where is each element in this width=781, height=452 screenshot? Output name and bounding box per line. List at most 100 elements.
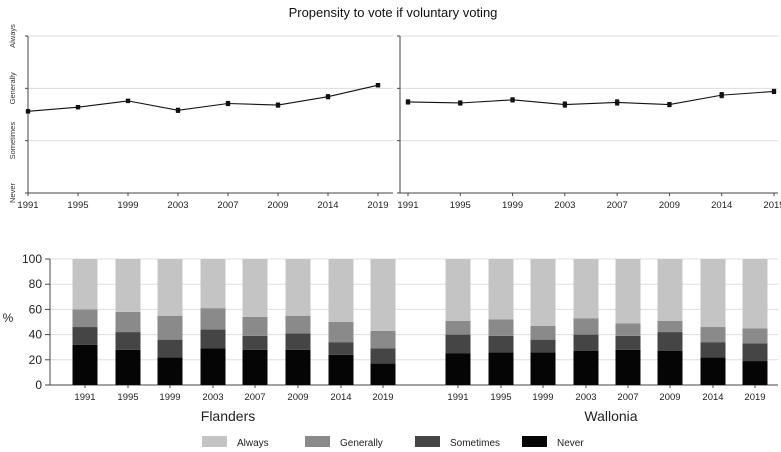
x-tick-label-wallonia: 2014 xyxy=(702,392,723,403)
bar-segment-never-wallonia xyxy=(445,353,471,385)
legend: Always Generally Sometimes Never xyxy=(202,436,584,449)
y-tick-label-bar: 60 xyxy=(29,302,43,316)
data-point-flanders xyxy=(325,94,331,99)
panel-label-flanders: Flanders xyxy=(201,408,255,424)
bar-segment-sometimes-flanders xyxy=(200,329,226,349)
data-point-wallonia xyxy=(562,102,568,107)
bar-segment-never-flanders xyxy=(242,349,268,385)
bar-segment-generally-wallonia xyxy=(742,328,768,344)
bar-segment-sometimes-flanders xyxy=(157,339,183,358)
bar-segment-always-flanders xyxy=(157,259,183,316)
x-tick-label-wallonia: 2007 xyxy=(617,392,638,403)
bar-segment-always-flanders xyxy=(200,259,226,309)
bar-segment-sometimes-flanders xyxy=(242,335,268,350)
y-category-label: Never xyxy=(8,182,17,203)
x-tick-label-flanders: 2007 xyxy=(244,392,265,403)
y-category-label: Always xyxy=(8,24,17,48)
x-tick-label-wallonia: 2007 xyxy=(607,200,628,211)
bar-segment-generally-wallonia xyxy=(700,327,726,343)
bar-segment-always-flanders xyxy=(72,259,98,310)
bar-segment-generally-flanders xyxy=(115,311,141,333)
legend-swatch-never xyxy=(522,436,547,447)
bar-segment-sometimes-wallonia xyxy=(700,342,726,358)
bar-segment-generally-flanders xyxy=(285,315,311,334)
bar-segment-always-flanders xyxy=(115,259,141,312)
bar-segment-sometimes-wallonia xyxy=(742,343,768,362)
bar-segment-sometimes-wallonia xyxy=(615,335,641,350)
bar-segment-sometimes-wallonia xyxy=(530,339,556,353)
chart-title: Propensity to vote if voluntary voting xyxy=(289,5,498,20)
data-point-wallonia xyxy=(667,102,672,107)
bar-segment-sometimes-wallonia xyxy=(445,334,471,354)
bar-segment-generally-flanders xyxy=(157,315,183,340)
bar-segment-always-wallonia xyxy=(445,259,471,321)
x-tick-label-flanders: 1991 xyxy=(17,200,38,211)
bar-segment-generally-wallonia xyxy=(615,323,641,336)
y-tick-label-bar: 40 xyxy=(29,328,43,342)
bar-segment-sometimes-wallonia xyxy=(657,332,683,351)
bar-segment-never-wallonia xyxy=(488,352,514,385)
data-point-wallonia xyxy=(458,100,463,106)
legend-swatch-sometimes xyxy=(415,436,440,447)
bar-segment-always-flanders xyxy=(285,259,311,316)
y-tick-label-bar: 0 xyxy=(35,378,42,392)
x-tick-label-flanders: 2009 xyxy=(267,200,288,211)
bar-segment-never-wallonia xyxy=(657,350,683,385)
bar-segment-sometimes-flanders xyxy=(328,342,354,355)
x-tick-label-flanders: 1999 xyxy=(117,200,138,211)
bar-segment-always-wallonia xyxy=(657,259,683,321)
bar-segment-never-wallonia xyxy=(573,350,599,385)
x-tick-label-wallonia: 2014 xyxy=(711,200,732,211)
data-point-flanders xyxy=(25,109,31,114)
bar-segment-generally-wallonia xyxy=(530,325,556,340)
x-tick-label-flanders: 1995 xyxy=(117,392,138,403)
bar-segment-generally-wallonia xyxy=(657,320,683,333)
bar-segment-sometimes-wallonia xyxy=(488,335,514,353)
bar-segment-sometimes-flanders xyxy=(72,327,98,345)
x-tick-label-flanders: 2014 xyxy=(317,200,338,211)
x-tick-label-wallonia: 2009 xyxy=(659,200,680,211)
x-tick-label-flanders: 2003 xyxy=(167,200,188,211)
data-point-wallonia xyxy=(405,99,411,105)
bar-segment-always-wallonia xyxy=(530,259,556,326)
data-point-wallonia xyxy=(771,89,777,94)
x-tick-label-wallonia: 2019 xyxy=(744,392,765,403)
y-tick-label-bar: 20 xyxy=(29,353,43,367)
y-category-label: Sometimes xyxy=(8,122,17,160)
y-tick-label-bar: 80 xyxy=(29,277,43,291)
data-point-flanders xyxy=(175,108,181,113)
bar-segment-generally-wallonia xyxy=(488,319,514,336)
legend-swatch-always xyxy=(202,436,227,447)
x-tick-label-wallonia: 1991 xyxy=(447,392,468,403)
bar-segment-never-wallonia xyxy=(530,352,556,385)
legend-label-always: Always xyxy=(237,438,269,449)
bar-segment-sometimes-flanders xyxy=(285,333,311,350)
bar-segment-always-wallonia xyxy=(573,259,599,319)
data-point-flanders xyxy=(75,104,81,110)
bar-segment-generally-flanders xyxy=(72,309,98,328)
bar-segment-never-flanders xyxy=(157,357,183,385)
x-tick-label-flanders: 2003 xyxy=(202,392,223,403)
legend-label-sometimes: Sometimes xyxy=(450,438,500,449)
y-tick-label-bar: 100 xyxy=(22,252,42,266)
x-tick-label-flanders: 2019 xyxy=(372,392,393,403)
bar-segment-never-flanders xyxy=(72,344,98,385)
x-tick-label-wallonia: 1995 xyxy=(450,200,471,211)
bar-segment-never-flanders xyxy=(115,349,141,385)
bar-segment-generally-flanders xyxy=(328,322,354,343)
x-tick-label-wallonia: 1999 xyxy=(532,392,553,403)
legend-label-never: Never xyxy=(557,438,584,449)
x-tick-label-flanders: 2019 xyxy=(367,200,388,211)
bar-segment-generally-flanders xyxy=(242,316,268,336)
x-tick-label-wallonia: 2003 xyxy=(575,392,596,403)
series-line-wallonia xyxy=(407,90,775,106)
bar-segment-never-flanders xyxy=(328,354,354,385)
x-tick-label-wallonia: 2003 xyxy=(554,200,575,211)
bar-segment-generally-flanders xyxy=(370,330,396,349)
data-point-wallonia xyxy=(614,100,620,105)
bar-segment-always-wallonia xyxy=(488,259,514,320)
bar-segment-sometimes-flanders xyxy=(370,348,396,364)
bar-segment-generally-flanders xyxy=(200,308,226,330)
bar-segment-sometimes-flanders xyxy=(115,332,141,350)
